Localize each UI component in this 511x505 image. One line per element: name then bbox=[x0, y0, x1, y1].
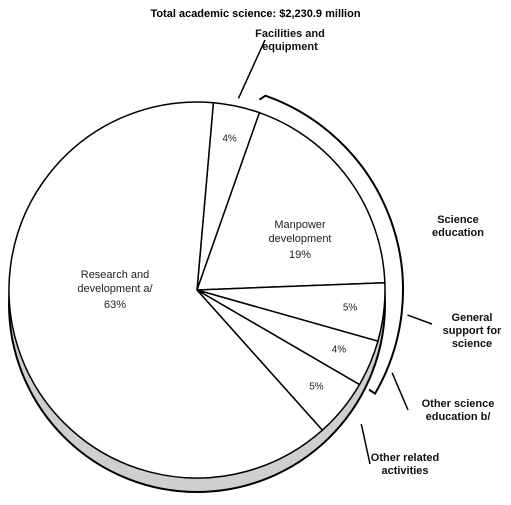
leader-line bbox=[407, 314, 433, 325]
value-label: 4% bbox=[331, 344, 347, 356]
bracket bbox=[258, 94, 404, 396]
pie-slice bbox=[8, 101, 324, 479]
value-label: 19% bbox=[288, 249, 312, 261]
value-label: 5% bbox=[309, 381, 324, 393]
leader-line bbox=[237, 39, 266, 99]
annotation: Science education bbox=[432, 214, 484, 239]
leader-line bbox=[391, 372, 409, 411]
pie-slice bbox=[195, 111, 386, 291]
chart-title: Total academic science: $2,230.9 million bbox=[150, 8, 361, 20]
value-label: 5% bbox=[342, 302, 358, 314]
slice-label: Other related activities bbox=[370, 452, 440, 477]
slice-label: Facilities and equipment bbox=[255, 28, 325, 53]
slice-label: Manpower development bbox=[268, 219, 332, 245]
value-label: 4% bbox=[222, 133, 237, 145]
slice-label: Other science education b/ bbox=[421, 398, 495, 423]
leader-line bbox=[360, 423, 371, 465]
value-label: 63% bbox=[103, 299, 127, 311]
slice-label: Research and development a/ bbox=[77, 269, 153, 295]
slice-label: General support for science bbox=[442, 312, 502, 350]
